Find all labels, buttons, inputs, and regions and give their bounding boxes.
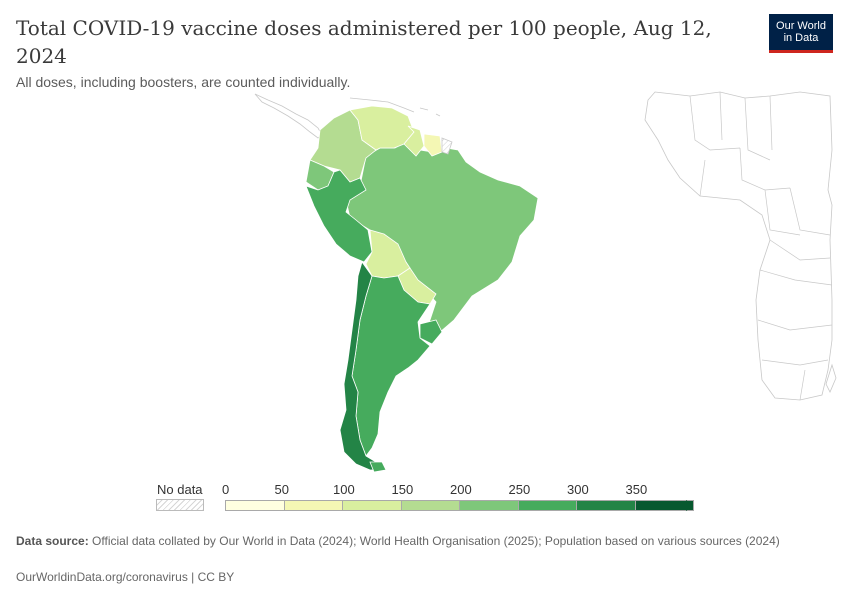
- legend-bin-4[interactable]: [459, 500, 519, 511]
- legend-bin-3[interactable]: [400, 500, 460, 511]
- logo-line-1: Our World: [776, 20, 826, 32]
- logo-line-2: in Data: [783, 32, 819, 44]
- source-label: Data source:: [16, 534, 89, 548]
- caribbean-outline: [349, 97, 441, 117]
- madagascar-outline: [825, 363, 837, 393]
- africa-borders: [689, 91, 833, 401]
- legend-nodata-swatch[interactable]: [156, 499, 204, 511]
- central-america-outline: [254, 93, 323, 139]
- legend-nodata-label: No data: [157, 482, 203, 497]
- legend-arrow: [686, 500, 693, 511]
- legend-bin-7[interactable]: [634, 500, 694, 511]
- legend-tick-0: 0: [222, 482, 230, 497]
- source-text: Official data collated by Our World in D…: [92, 534, 780, 548]
- chart-subtitle: All doses, including boosters, are count…: [16, 74, 351, 90]
- country-suriname[interactable]: [423, 133, 443, 157]
- country-peru[interactable]: [305, 169, 373, 263]
- legend-tick-50: 50: [274, 482, 289, 497]
- chart-title: Total COVID-19 vaccine doses administere…: [16, 16, 712, 68]
- legend-bin-2[interactable]: [342, 500, 402, 511]
- legend-tick-300: 300: [567, 482, 589, 497]
- tierra-del-fuego-argentina: [369, 461, 387, 473]
- owid-logo[interactable]: Our World in Data: [769, 14, 833, 53]
- legend-tick-200: 200: [450, 482, 472, 497]
- footer-link[interactable]: OurWorldinData.org/coronavirus | CC BY: [16, 570, 235, 584]
- legend-bin-1[interactable]: [283, 500, 343, 511]
- legend-tick-250: 250: [508, 482, 531, 497]
- footer-source: Data source: Official data collated by O…: [16, 534, 816, 549]
- country-french-guiana[interactable]: [441, 137, 453, 155]
- country-guyana[interactable]: [403, 125, 425, 157]
- africa-outline: [644, 91, 833, 401]
- legend-tick-100: 100: [333, 482, 355, 497]
- legend-bin-0[interactable]: [225, 500, 285, 511]
- country-venezuela[interactable]: [349, 105, 415, 151]
- legend-tick-350: 350: [625, 482, 648, 497]
- legend-bin-5[interactable]: [517, 500, 577, 511]
- legend-tick-150: 150: [391, 482, 414, 497]
- legend-bin-6[interactable]: [576, 500, 636, 511]
